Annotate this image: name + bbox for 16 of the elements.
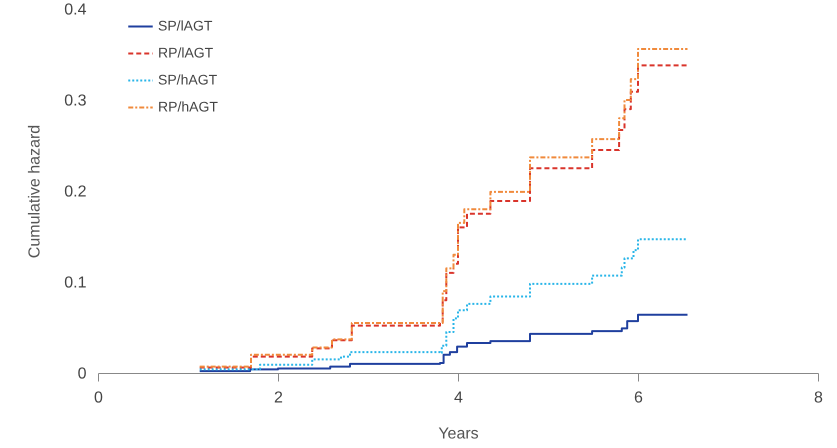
y-tick-label: 0.4 [64,2,87,18]
y-tick-label: 0 [78,366,87,382]
legend-label: RP/hAGT [158,98,218,114]
x-tick-label: 4 [454,390,464,406]
y-axis-title: Cumulative hazard [26,124,44,258]
x-tick-label: 8 [814,390,824,406]
y-tick-label: 0.1 [64,274,87,292]
x-tick-label: 0 [94,390,104,406]
x-axis-title: Years [438,426,479,442]
legend-label: SP/lAGT [158,18,213,34]
legend-label: SP/hAGT [158,72,218,88]
legend-label: RP/lAGT [158,44,214,60]
y-tick-label: 0.3 [64,92,87,110]
x-tick-label: 6 [634,390,644,406]
x-tick-label: 2 [274,390,284,406]
y-tick-label: 0.2 [64,184,87,200]
